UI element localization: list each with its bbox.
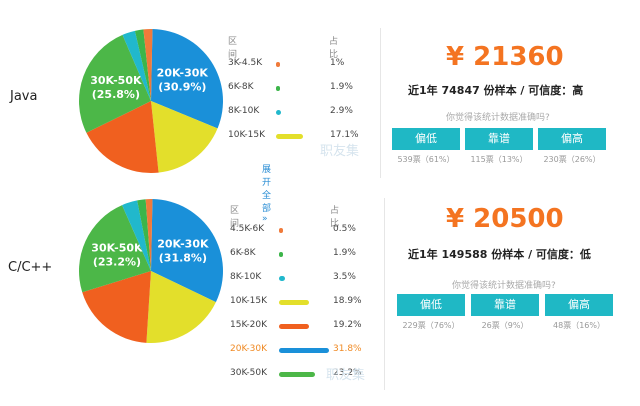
vote-reliable-button[interactable]: 靠谱 — [471, 294, 539, 316]
vote-low-button[interactable]: 偏低 — [397, 294, 465, 316]
vote-reliable-count: 26票（9%） — [481, 321, 529, 330]
pie-slice-10K-15K — [146, 271, 216, 343]
table-pct: 19.2% — [333, 320, 362, 330]
table-range: 10K-15K — [230, 296, 268, 306]
accuracy-question: 你觉得该统计数据准确吗? — [446, 113, 550, 123]
table-pct: 31.8% — [333, 344, 362, 354]
salary-pie-chart-java: 20K-30K(30.9%) 30K-50K(25.8%) — [79, 29, 223, 173]
pie-slice-3K-4.5K — [143, 29, 153, 101]
table-pct: 17.1% — [330, 130, 359, 140]
table-pct: 2.9% — [330, 106, 353, 116]
table-pct: 1.9% — [333, 248, 356, 258]
pie-slice-20K-30K — [151, 199, 223, 303]
expand-all-link[interactable]: 展开全部 » — [262, 165, 272, 224]
language-label-cpp: C/C++ — [8, 260, 53, 275]
salary-pie-chart-cpp: 20K-30K(31.8%) 30K-50K(23.2%) — [79, 199, 223, 343]
table-header-range: 区间 — [228, 37, 238, 60]
table-bar — [279, 372, 316, 377]
pie-label: (23.2%) — [93, 255, 141, 268]
vote-high-button[interactable]: 偏高 — [545, 294, 613, 316]
divider — [384, 198, 385, 390]
pie-slice-30K-50K — [79, 205, 151, 293]
pie-slice-15K-20K — [82, 271, 151, 343]
table-range: 4.5K-6K — [230, 224, 265, 234]
vote-reliable-button[interactable]: 靠谱 — [465, 128, 533, 150]
table-range: 20K-30K — [230, 344, 268, 354]
divider — [380, 28, 381, 178]
table-bar — [279, 252, 283, 257]
table-range: 10K-15K — [228, 130, 266, 140]
pie-slice-10K-15K — [151, 101, 218, 173]
table-range: 8K-10K — [228, 106, 260, 116]
pie-label: 20K-30K — [157, 66, 209, 79]
language-label-java: Java — [10, 89, 38, 104]
pie-slice-4.5K-6K — [145, 199, 153, 271]
table-bar — [276, 62, 280, 67]
pie-slice-8K-10K — [122, 200, 151, 271]
table-bar — [279, 228, 283, 233]
table-pct: 3.5% — [333, 272, 356, 282]
table-pct: 1% — [330, 58, 345, 68]
average-salary: ¥ 20500 — [446, 204, 564, 234]
pie-label: 30K-50K — [91, 241, 143, 254]
sample-info: 近1年 149588 份样本 / 可信度：低 — [408, 248, 591, 261]
table-bar — [279, 300, 309, 305]
pie-label: 20K-30K — [157, 237, 209, 250]
table-bar — [276, 86, 280, 91]
table-range: 6K-8K — [230, 248, 256, 258]
pie-slice-30K-50K — [79, 34, 151, 133]
table-range: 30K-50K — [230, 368, 268, 378]
watermark: 职友集 — [326, 368, 366, 383]
vote-high-count: 230票（26%） — [543, 155, 601, 164]
vote-high-button[interactable]: 偏高 — [538, 128, 606, 150]
sample-info: 近1年 74847 份样本 / 可信度：高 — [408, 84, 584, 97]
pie-label: 30K-50K — [90, 74, 142, 87]
table-header-pct: 占比 — [329, 37, 339, 60]
average-salary: ¥ 21360 — [446, 42, 564, 72]
table-range: 6K-8K — [228, 82, 254, 92]
pie-slice-15K-20K — [86, 101, 159, 173]
watermark: 职友集 — [320, 144, 360, 159]
accuracy-question: 你觉得该统计数据准确吗? — [452, 281, 556, 291]
table-header-range: 区间 — [230, 206, 240, 229]
vote-high-count: 48票（16%） — [553, 321, 605, 330]
pie-slice-8K-10K — [122, 30, 151, 101]
table-bar — [276, 110, 281, 115]
table-range: 8K-10K — [230, 272, 262, 282]
table-bar — [279, 348, 329, 353]
table-bar — [279, 276, 285, 281]
pie-slice-20K-30K — [151, 29, 223, 129]
table-header-pct: 占比 — [330, 206, 340, 229]
table-bar — [276, 134, 303, 139]
vote-low-count: 229票（76%） — [402, 321, 460, 330]
vote-reliable-count: 115票（13%） — [470, 155, 528, 164]
table-pct: 23.2% — [333, 368, 362, 378]
table-pct: 18.9% — [333, 296, 362, 306]
pie-slice-6K-8K — [137, 199, 151, 271]
table-range: 15K-20K — [230, 320, 268, 330]
pie-label: (31.8%) — [159, 251, 207, 264]
table-range: 3K-4.5K — [228, 58, 263, 68]
pie-slice-6K-8K — [134, 29, 151, 102]
table-pct: 1.9% — [330, 82, 353, 92]
pie-label: (30.9%) — [158, 80, 206, 93]
table-pct: 0.5% — [333, 224, 356, 234]
vote-low-button[interactable]: 偏低 — [392, 128, 460, 150]
table-bar — [279, 324, 310, 329]
pie-label: (25.8%) — [92, 88, 140, 101]
vote-low-count: 539票（61%） — [397, 155, 455, 164]
